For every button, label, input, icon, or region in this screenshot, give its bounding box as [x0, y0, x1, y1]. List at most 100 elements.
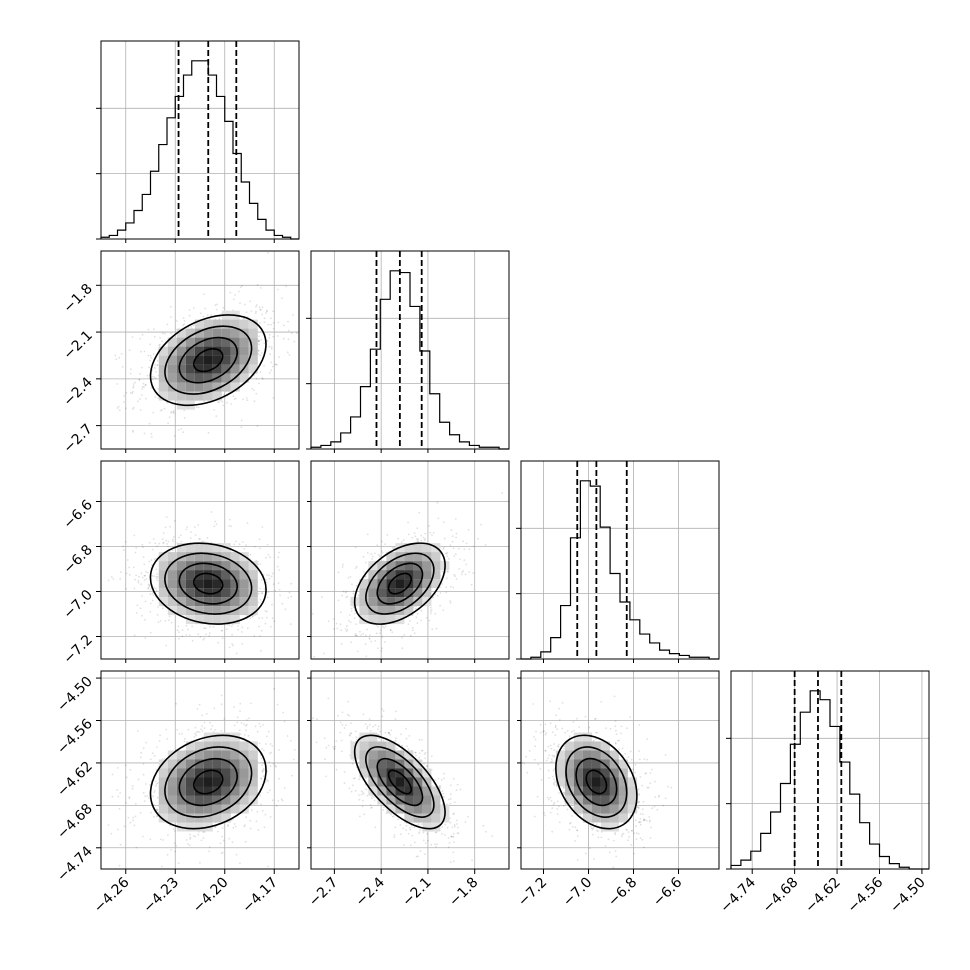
- scatter-panel-3-0: [100, 670, 300, 870]
- density-cell: [386, 795, 396, 805]
- density-cell: [212, 741, 222, 751]
- scatter-point: [156, 809, 159, 812]
- density-cell: [158, 786, 168, 796]
- scatter-point: [208, 632, 211, 634]
- scatter-point: [381, 708, 384, 710]
- density-cell: [194, 543, 204, 553]
- scatter-point: [368, 723, 371, 726]
- scatter-point: [293, 340, 296, 343]
- scatter-point: [450, 529, 453, 531]
- scatter-point: [268, 333, 271, 336]
- scatter-point: [406, 745, 408, 748]
- scatter-point: [175, 844, 178, 847]
- scatter-point: [258, 382, 260, 385]
- density-cell: [230, 615, 240, 625]
- scatter-point: [190, 531, 192, 533]
- density-cell: [377, 579, 387, 589]
- scatter-point: [405, 829, 408, 832]
- scatter-point: [259, 598, 262, 601]
- scatter-point: [137, 579, 140, 582]
- density-cell: [203, 786, 213, 796]
- density-cell: [368, 786, 378, 796]
- scatter-point: [250, 702, 252, 705]
- scatter-point: [449, 544, 452, 547]
- scatter-point: [280, 798, 283, 801]
- scatter-point: [258, 742, 261, 745]
- density-cell: [167, 570, 177, 580]
- scatter-point: [122, 545, 125, 548]
- scatter-point: [333, 628, 335, 630]
- scatter-point: [140, 751, 143, 754]
- density-cell: [158, 382, 168, 392]
- scatter-point: [394, 739, 397, 742]
- scatter-point: [268, 371, 271, 374]
- scatter-point: [156, 782, 159, 784]
- scatter-point: [214, 826, 217, 828]
- density-cell: [203, 319, 213, 329]
- density-cell: [185, 759, 195, 769]
- scatter-point: [156, 815, 158, 818]
- scatter-point: [259, 354, 262, 357]
- density-cell: [158, 759, 168, 769]
- scatter-point: [422, 839, 425, 842]
- scatter-point: [459, 788, 462, 791]
- histogram-0: [100, 60, 299, 240]
- density-cell: [413, 543, 423, 553]
- scatter-point: [327, 620, 330, 623]
- scatter-point: [333, 748, 335, 750]
- density-cell: [395, 777, 405, 787]
- contour-level-2: [164, 746, 253, 818]
- scatter-point: [421, 749, 424, 752]
- density-cell: [248, 328, 258, 338]
- density-cell: [368, 579, 378, 589]
- scatter-point: [273, 687, 275, 690]
- scatter-point: [348, 614, 351, 616]
- scatter-point: [282, 337, 285, 340]
- scatter-point: [349, 621, 352, 624]
- scatter-point: [268, 577, 271, 580]
- density-cell: [413, 795, 423, 805]
- scatter-point: [401, 647, 404, 650]
- scatter-point: [269, 816, 272, 818]
- scatter-point: [443, 834, 446, 836]
- scatter-point: [429, 610, 432, 612]
- scatter-point: [203, 293, 205, 296]
- density-cell: [185, 346, 195, 356]
- scatter-point: [287, 320, 289, 323]
- density-cell: [230, 552, 240, 562]
- scatter-point: [374, 826, 377, 829]
- scatter-point: [152, 795, 155, 798]
- density-cell: [221, 732, 231, 742]
- scatter-point: [203, 627, 206, 630]
- scatter-point: [446, 551, 449, 554]
- scatter-point: [146, 374, 149, 377]
- scatter-point: [142, 747, 145, 750]
- scatter-point: [156, 364, 159, 367]
- scatter-point: [457, 826, 459, 829]
- scatter-point: [354, 567, 357, 569]
- scatter-point: [159, 343, 161, 346]
- scatter-point: [178, 631, 180, 633]
- scatter-point: [180, 534, 182, 537]
- scatter-point: [116, 407, 119, 409]
- density-cell: [431, 804, 441, 814]
- scatter-point: [243, 547, 246, 550]
- scatter-point: [169, 525, 172, 528]
- density-cell: [386, 597, 396, 607]
- scatter-point: [397, 818, 399, 821]
- scatter-point: [149, 602, 152, 605]
- scatter-point: [447, 846, 450, 849]
- scatter-point: [141, 333, 144, 336]
- scatter-point: [203, 727, 206, 729]
- scatter-point: [395, 737, 397, 740]
- density-cell: [377, 606, 387, 616]
- density-cell: [176, 777, 186, 787]
- scatter-point: [366, 628, 368, 631]
- scatter-point: [463, 559, 466, 562]
- scatter-point: [348, 787, 351, 790]
- scatter-point: [366, 794, 369, 797]
- scatter-point: [341, 711, 344, 714]
- scatter-point: [147, 571, 149, 574]
- scatter-point: [168, 619, 170, 622]
- scatter-point: [374, 724, 377, 726]
